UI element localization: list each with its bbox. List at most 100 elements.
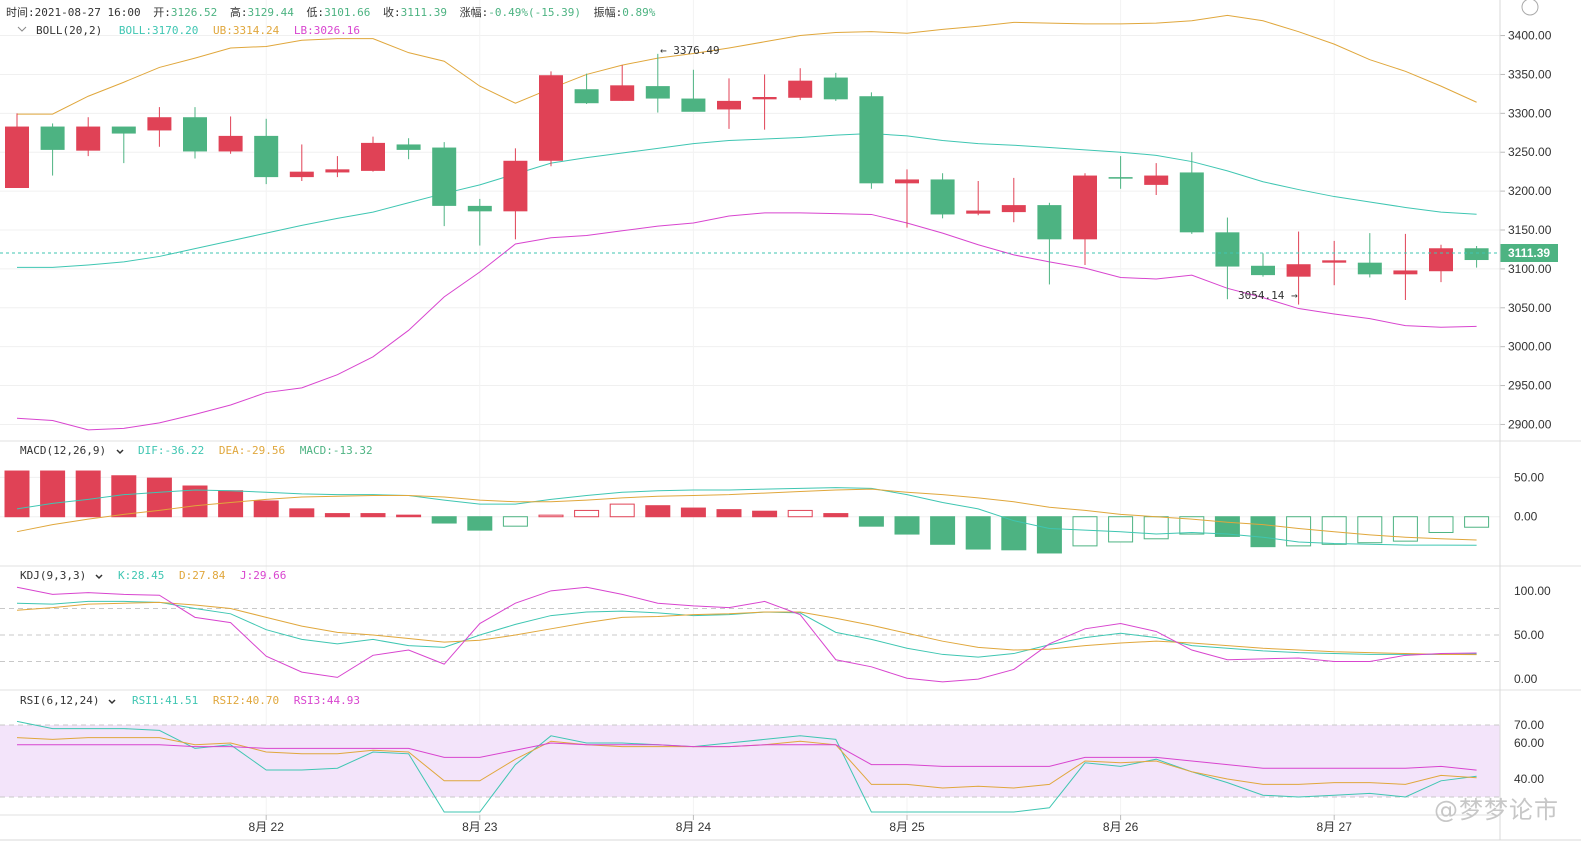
boll-lb-line [16, 212, 1477, 431]
macd-bar [1428, 516, 1454, 533]
candle[interactable] [1429, 244, 1453, 283]
candle[interactable] [396, 138, 421, 160]
max-price-annotation: ← 3376.49 [660, 44, 720, 57]
candle-body [289, 171, 314, 178]
kdj-j-line [16, 586, 1477, 683]
candle[interactable] [467, 198, 492, 246]
x-tick-label: 8月 22 [249, 820, 285, 834]
candle[interactable] [76, 117, 101, 157]
candle[interactable] [40, 123, 65, 176]
candle[interactable] [823, 72, 848, 101]
candle[interactable] [1144, 163, 1169, 195]
candle[interactable] [1286, 231, 1311, 305]
chevron-down-icon[interactable] [116, 449, 124, 455]
candle[interactable] [1108, 156, 1133, 189]
candle[interactable] [361, 136, 385, 172]
candle[interactable] [610, 65, 635, 101]
macd-bar [538, 514, 564, 518]
y-tick-label: 3400.00 [1508, 29, 1552, 43]
candle-body [1215, 232, 1240, 267]
macd-bar [1108, 516, 1134, 543]
x-tick-label: 8月 25 [889, 820, 925, 834]
candle[interactable] [681, 69, 706, 112]
y-tick-label: 3350.00 [1508, 67, 1552, 81]
candle[interactable] [788, 68, 813, 101]
candle[interactable] [1322, 240, 1347, 286]
kdj-panel[interactable]: 0.00 50.00 100.00 KDJ(9,3,3) K:28.45 D:27.… [0, 565, 1581, 686]
macd-dif-line [16, 487, 1477, 546]
macd-legend[interactable]: MACD(12,26,9) DIF:-36.22 DEA:-29.56 MACD… [20, 444, 373, 457]
kdj-legend[interactable]: KDJ(9,3,3) K:28.45 D:27.84 J:29.66 [20, 569, 286, 582]
rsi-rsi3-line [17, 742, 1477, 771]
candle-body [574, 89, 599, 104]
candle[interactable] [254, 118, 279, 185]
candle[interactable] [645, 53, 670, 113]
candle-body [361, 142, 385, 171]
candle[interactable] [1073, 173, 1097, 265]
candle[interactable] [895, 169, 919, 228]
candle[interactable] [289, 144, 314, 181]
chevron-down-icon[interactable] [17, 26, 27, 32]
macd-bar [894, 516, 920, 535]
candle[interactable] [1037, 202, 1062, 285]
y-tick-label: 3050.00 [1508, 301, 1552, 315]
rsi-legend[interactable]: RSI(6,12,24) RSI1:41.51 RSI2:40.70 RSI3:… [20, 694, 360, 707]
macd-bar [574, 509, 600, 518]
macd-bar [1036, 516, 1062, 554]
macd-bar [4, 470, 30, 518]
candle[interactable] [574, 73, 599, 104]
candle[interactable] [503, 148, 528, 240]
candle[interactable] [1251, 253, 1275, 277]
candle-body [1464, 248, 1489, 261]
candle-body [1322, 260, 1347, 263]
rsi-rsi1-line [16, 720, 1477, 813]
candle-body [254, 135, 279, 178]
macd-bar [752, 510, 778, 518]
candle[interactable] [859, 92, 884, 189]
y-tick-label: 0.00 [1514, 510, 1538, 524]
x-axis: 8月 22 8月 23 8月 24 8月 25 8月 26 8月 27 [249, 815, 1352, 834]
candle[interactable] [147, 107, 172, 147]
candle[interactable] [432, 142, 457, 227]
macd-bar [40, 470, 66, 518]
watermark-text: @梦梦论市 [1434, 796, 1559, 824]
candle[interactable] [1393, 233, 1418, 300]
x-tick-label: 8月 24 [676, 820, 712, 834]
ohlc-header: 时间:2021-08-27 16:00 开:3126.52 高:3129.44 … [6, 5, 656, 19]
candle[interactable] [325, 156, 350, 178]
macd-bar [1001, 516, 1027, 551]
boll-boll-line [17, 133, 1477, 268]
boll-legend[interactable]: BOLL(20,2) BOLL:3170.20 UB:3314.24 LB:30… [17, 24, 360, 37]
boll-ub-line [17, 14, 1477, 115]
candle[interactable] [183, 107, 207, 159]
candle-body [539, 75, 563, 161]
macd-bar [645, 505, 671, 518]
candle[interactable] [966, 181, 991, 216]
y-tick-label: 3300.00 [1508, 106, 1552, 120]
candle[interactable] [111, 126, 136, 164]
kdj-d-line [16, 601, 1477, 656]
rsi-panel[interactable]: 40.00 60.00 70.00 RSI(6,12,24) RSI1:41.51 … [0, 689, 1581, 813]
candle[interactable] [1464, 245, 1489, 268]
candle[interactable] [539, 71, 563, 167]
price-panel[interactable]: 2900.00 2950.00 3000.00 3050.00 3100.00 3150.… [0, 0, 1558, 815]
candle[interactable] [1001, 177, 1026, 223]
candle[interactable] [930, 173, 955, 219]
chevron-down-icon[interactable] [108, 699, 116, 705]
candle[interactable] [218, 116, 243, 154]
macd-panel[interactable]: 0.00 50.00 MACD(12,26,9) DIF:-36.22 DEA:-… [0, 440, 1581, 554]
macd-bar [1179, 516, 1205, 535]
candle[interactable] [1357, 233, 1382, 278]
settings-icon[interactable] [1521, 0, 1539, 16]
candle[interactable] [752, 74, 777, 130]
candle[interactable] [717, 78, 741, 129]
candle[interactable] [1215, 217, 1240, 300]
candle[interactable] [5, 113, 29, 188]
rsi-band [0, 725, 1500, 797]
candle-body [1037, 205, 1062, 240]
candle[interactable] [1179, 152, 1204, 234]
x-tick-label: 8月 23 [462, 820, 498, 834]
chevron-down-icon[interactable] [95, 574, 103, 580]
svg-text:RSI(6,12,24): RSI(6,12,24) [20, 694, 99, 707]
